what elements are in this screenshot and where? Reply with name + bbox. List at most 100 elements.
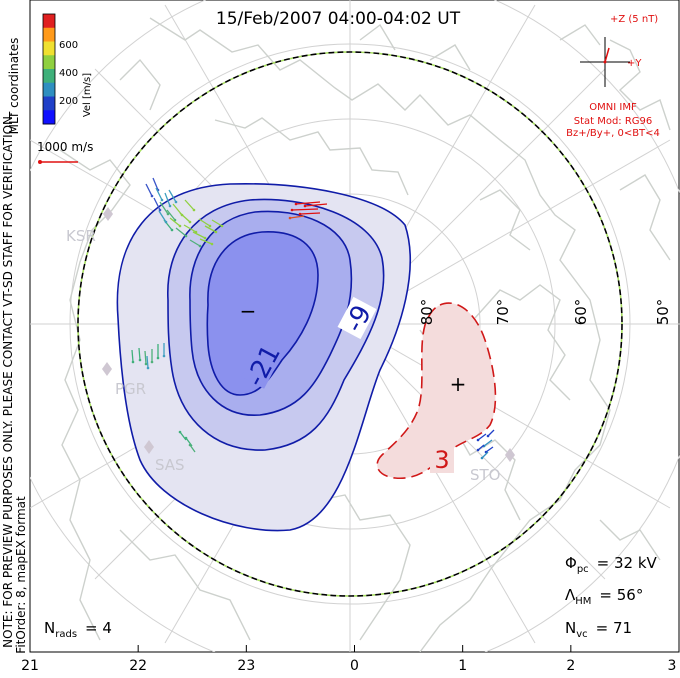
velocity-vector-origin bbox=[220, 224, 224, 228]
velocity-vector-origin bbox=[298, 212, 302, 216]
station-pgr-label: PGR bbox=[115, 380, 146, 398]
mlt-tick-label: 21 bbox=[21, 658, 39, 674]
station-pgr-marker bbox=[102, 362, 112, 376]
heppner-maynard-boundary-overlay bbox=[77, 51, 623, 597]
velocity-vector-origin bbox=[192, 208, 196, 212]
velocity-vector bbox=[159, 201, 169, 215]
preview-note: NOTE: FOR PREVIEW PURPOSES ONLY. PLEASE … bbox=[1, 112, 15, 648]
velocity-vector-origin bbox=[476, 448, 480, 452]
velocity-vector-origin bbox=[156, 356, 160, 360]
velocity-vector bbox=[199, 238, 213, 245]
velocity-vector-origin bbox=[288, 216, 292, 220]
velocity-vector bbox=[189, 444, 196, 453]
colorbar-segment bbox=[43, 27, 55, 42]
stat-lambda-hm: ΛHM = 56° bbox=[565, 586, 643, 607]
velocity-vector-origin bbox=[184, 234, 188, 238]
velocity-vector bbox=[145, 183, 153, 197]
velocity-vector bbox=[158, 210, 167, 223]
station-markers bbox=[102, 207, 515, 462]
velocity-vector-origin bbox=[166, 212, 170, 216]
colorbar-segment bbox=[43, 14, 55, 29]
stat-n-rads: Nrads = 4 bbox=[44, 619, 112, 640]
neg-fill-core bbox=[206, 231, 319, 396]
imf-clock-dial bbox=[580, 37, 630, 87]
colorbar-border bbox=[42, 13, 56, 125]
velocity-vector bbox=[164, 192, 171, 207]
lat-label-70: 70° bbox=[494, 299, 512, 326]
velocity-vector bbox=[183, 224, 197, 233]
velocity-vector bbox=[184, 199, 195, 211]
colorbar-segment bbox=[43, 82, 55, 97]
velocity-colorbar bbox=[42, 13, 56, 125]
lat-label-60: 60° bbox=[572, 299, 590, 326]
imf-source: OMNI IMF bbox=[589, 102, 637, 113]
station-ksr-label: KSR bbox=[66, 227, 96, 245]
contour-label-pos-1: 3 bbox=[434, 446, 449, 474]
velocity-vector bbox=[304, 203, 328, 207]
imf-z-label: +Z (5 nT) bbox=[610, 14, 658, 25]
mlt-tick-label: 3 bbox=[668, 658, 677, 674]
velocity-vector bbox=[169, 217, 181, 227]
imf-y-label: +Y bbox=[627, 58, 642, 69]
velocity-vectors bbox=[131, 177, 495, 460]
velocity-vector-origin bbox=[476, 438, 480, 442]
velocity-vector-origin bbox=[168, 204, 172, 208]
velocity-vector-origin bbox=[144, 362, 148, 366]
velocity-vector-origin bbox=[178, 224, 182, 228]
colorbar-segment bbox=[43, 96, 55, 111]
velocity-vector bbox=[175, 227, 187, 237]
colorbar-segment bbox=[43, 55, 55, 70]
velocity-vector-origin bbox=[146, 366, 150, 370]
velocity-vector-origin bbox=[160, 198, 164, 202]
velocity-vector-origin bbox=[294, 202, 298, 206]
velocity-vector-origin bbox=[164, 220, 168, 224]
stat-phi-pc: Φpc = 32 kV bbox=[565, 554, 658, 575]
velocity-vector-origin bbox=[198, 244, 202, 248]
positive-cell bbox=[376, 302, 497, 480]
velocity-vector bbox=[204, 225, 217, 233]
velocity-vector-origin bbox=[290, 208, 294, 212]
velocity-vector bbox=[477, 444, 485, 451]
velocity-vector bbox=[485, 446, 494, 453]
velocity-vector-origin bbox=[486, 434, 490, 438]
velocity-vector bbox=[138, 347, 141, 361]
velocity-vector bbox=[155, 187, 163, 201]
velocity-vector bbox=[179, 212, 191, 223]
lat-label-80: 80° bbox=[418, 299, 436, 326]
velocity-vector-origin bbox=[174, 200, 178, 204]
velocity-vector-origin bbox=[162, 354, 166, 358]
colorbar-tick-200: 200 bbox=[59, 96, 78, 107]
pos-cell-center: + bbox=[450, 372, 467, 396]
station-sas-label: SAS bbox=[155, 456, 185, 474]
velocity-vector bbox=[189, 239, 201, 247]
velocity-vector-origin bbox=[178, 430, 182, 434]
velocity-vector-origin bbox=[303, 204, 307, 208]
scale-vector bbox=[38, 160, 78, 164]
station-sto-marker bbox=[505, 448, 515, 462]
velocity-vector bbox=[152, 177, 159, 191]
stat-n-vc: Nvc = 71 bbox=[565, 619, 632, 640]
colorbar-label: Vel [m/s] bbox=[82, 73, 93, 117]
station-sas-marker bbox=[144, 440, 154, 454]
velocity-vector-origin bbox=[184, 436, 188, 440]
colorbar-segment bbox=[43, 69, 55, 84]
velocity-vector-origin bbox=[138, 358, 142, 362]
velocity-vector-origin bbox=[210, 242, 214, 246]
velocity-vector-origin bbox=[150, 360, 154, 364]
mlt-tick-label: 1 bbox=[458, 658, 467, 674]
colorbar-segment bbox=[43, 110, 55, 125]
velocity-vector-origin bbox=[188, 443, 192, 447]
velocity-vector bbox=[299, 212, 321, 215]
velocity-vector bbox=[483, 439, 493, 447]
scale-vector-label: 1000 m/s bbox=[37, 140, 93, 154]
mlt-tick-label: 23 bbox=[237, 658, 255, 674]
imf-condition: Bz+/By+, 0<BT<4 bbox=[566, 128, 660, 139]
map-title: 15/Feb/2007 04:00-04:02 UT bbox=[216, 9, 461, 29]
lat-label-50: 50° bbox=[654, 299, 672, 326]
coords-label: MLT coordinates bbox=[7, 38, 21, 135]
velocity-vector bbox=[198, 218, 211, 227]
velocity-vector bbox=[168, 189, 177, 203]
velocity-vector-origin bbox=[131, 360, 135, 364]
fit-order-note: FitOrder: 8, mapEX format bbox=[14, 496, 28, 654]
neg-cell-center: − bbox=[240, 299, 257, 323]
